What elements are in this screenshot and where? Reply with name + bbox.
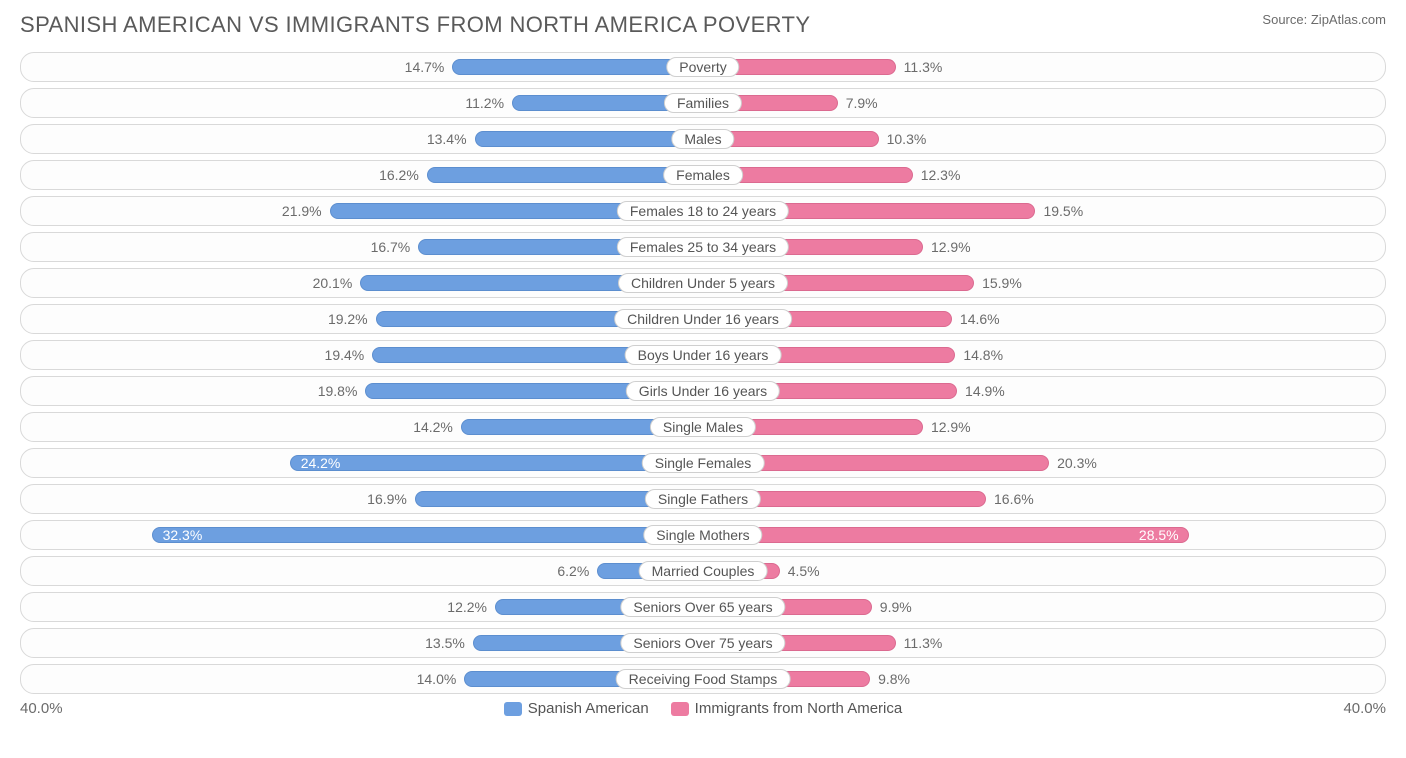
category-label: Females 25 to 34 years [617,237,789,257]
chart-row: 13.5% 11.3% Seniors Over 75 years [20,628,1386,658]
value-left: 19.2% [328,311,368,327]
category-label: Females 18 to 24 years [617,201,789,221]
legend-label-left: Spanish American [528,700,649,717]
bar-left [475,131,703,147]
value-left: 16.7% [371,239,411,255]
chart-row: 24.2% 20.3% Single Females [20,448,1386,478]
value-right: 12.9% [931,239,971,255]
legend-swatch-left-icon [504,702,522,716]
chart-row: 16.2% 12.3% Females [20,160,1386,190]
chart-row: 16.7% 12.9% Females 25 to 34 years [20,232,1386,262]
bar-left [152,527,703,543]
category-label: Males [671,129,734,149]
value-left: 16.9% [367,491,407,507]
chart-row: 19.8% 14.9% Girls Under 16 years [20,376,1386,406]
value-left: 14.0% [417,671,457,687]
chart-source: Source: ZipAtlas.com [1262,12,1386,27]
category-label: Boys Under 16 years [625,345,782,365]
chart-row: 32.3% 28.5% Single Mothers [20,520,1386,550]
value-left: 32.3% [163,527,203,543]
value-right: 14.8% [963,347,1003,363]
value-left: 6.2% [557,563,589,579]
chart-row: 16.9% 16.6% Single Fathers [20,484,1386,514]
value-right: 4.5% [788,563,820,579]
value-right: 11.3% [904,59,943,75]
chart-row: 14.7% 11.3% Poverty [20,52,1386,82]
source-label: Source: [1262,12,1307,27]
value-left: 24.2% [301,455,341,471]
value-right: 14.9% [965,383,1005,399]
category-label: Single Mothers [643,525,762,545]
legend-item-left: Spanish American [504,700,649,717]
chart-row: 19.2% 14.6% Children Under 16 years [20,304,1386,334]
category-label: Receiving Food Stamps [616,669,791,689]
value-right: 12.9% [931,419,971,435]
chart-row: 20.1% 15.9% Children Under 5 years [20,268,1386,298]
value-right: 15.9% [982,275,1022,291]
value-right: 10.3% [887,131,927,147]
value-right: 9.9% [880,599,912,615]
category-label: Children Under 16 years [614,309,792,329]
value-left: 19.4% [325,347,365,363]
bar-right [703,527,1189,543]
value-right: 20.3% [1057,455,1097,471]
value-left: 20.1% [313,275,353,291]
value-left: 19.8% [318,383,358,399]
value-right: 16.6% [994,491,1034,507]
category-label: Girls Under 16 years [626,381,780,401]
category-label: Families [664,93,742,113]
value-right: 12.3% [921,167,961,183]
source-name: ZipAtlas.com [1311,12,1386,27]
chart-row: 14.2% 12.9% Single Males [20,412,1386,442]
category-label: Seniors Over 75 years [620,633,785,653]
category-label: Single Fathers [645,489,761,509]
value-right: 14.6% [960,311,1000,327]
legend-item-right: Immigrants from North America [671,700,903,717]
value-left: 13.4% [427,131,467,147]
chart-row: 14.0% 9.8% Receiving Food Stamps [20,664,1386,694]
value-right: 19.5% [1043,203,1083,219]
chart-row: 12.2% 9.9% Seniors Over 65 years [20,592,1386,622]
chart-row: 6.2% 4.5% Married Couples [20,556,1386,586]
value-left: 13.5% [425,635,465,651]
chart-title: SPANISH AMERICAN VS IMMIGRANTS FROM NORT… [20,12,810,38]
diverging-bar-chart: 14.7%11.3%Poverty11.2%7.9%Families13.4%1… [20,52,1386,694]
category-label: Children Under 5 years [618,273,788,293]
value-right: 9.8% [878,671,910,687]
value-right: 7.9% [846,95,878,111]
category-label: Poverty [666,57,739,77]
value-left: 12.2% [447,599,487,615]
chart-row: 13.4% 10.3% Males [20,124,1386,154]
axis-max-left: 40.0% [20,700,63,717]
category-label: Seniors Over 65 years [620,597,785,617]
chart-row: 19.4% 14.8% Boys Under 16 years [20,340,1386,370]
category-label: Single Females [642,453,765,473]
value-left: 11.2% [465,95,504,111]
chart-legend: Spanish American Immigrants from North A… [504,700,902,717]
chart-row: 21.9% 19.5% Females 18 to 24 years [20,196,1386,226]
value-left: 14.7% [405,59,445,75]
value-right: 28.5% [1139,527,1179,543]
value-left: 21.9% [282,203,322,219]
value-right: 11.3% [904,635,943,651]
legend-swatch-right-icon [671,702,689,716]
chart-row: 11.2% 7.9% Families [20,88,1386,118]
value-left: 16.2% [379,167,419,183]
legend-label-right: Immigrants from North America [695,700,903,717]
value-left: 14.2% [413,419,453,435]
bar-left [427,167,703,183]
axis-max-right: 40.0% [1343,700,1386,717]
category-label: Females [663,165,743,185]
category-label: Married Couples [639,561,768,581]
chart-footer: 40.0% Spanish American Immigrants from N… [20,700,1386,717]
chart-header: SPANISH AMERICAN VS IMMIGRANTS FROM NORT… [20,12,1386,38]
category-label: Single Males [650,417,756,437]
